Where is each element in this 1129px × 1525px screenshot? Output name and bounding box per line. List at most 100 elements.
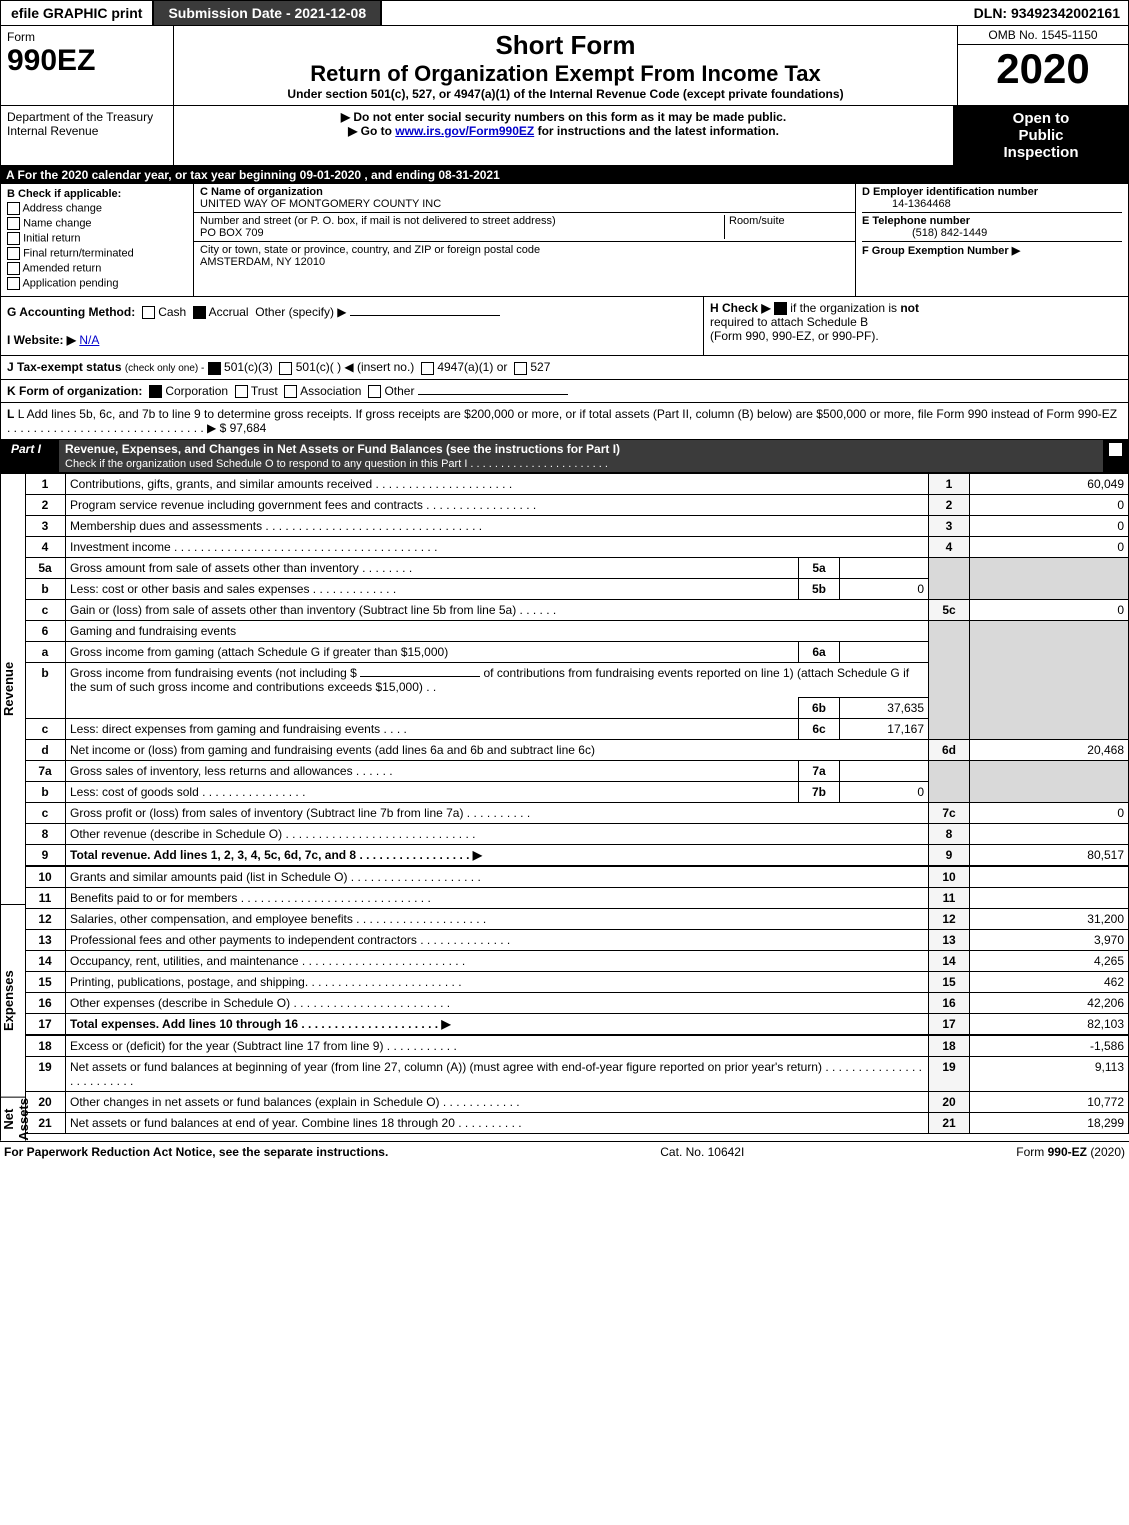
sub-amount: 17,167: [840, 718, 929, 739]
accrual-label: Accrual: [209, 305, 249, 319]
open-to: Open to: [956, 110, 1126, 127]
part-1-header: Part I Revenue, Expenses, and Changes in…: [0, 440, 1129, 473]
form-number: 990EZ: [7, 44, 167, 78]
line-numcol: 11: [929, 887, 970, 908]
j-501c3: 501(c)(3): [224, 360, 273, 374]
footer-form-ref: Form 990-EZ (2020): [1016, 1145, 1125, 1159]
short-form-title: Short Form: [180, 30, 951, 61]
sub-amount: [840, 557, 929, 578]
checkbox-icon[interactable]: [368, 385, 381, 398]
public: Public: [956, 127, 1126, 144]
grey-cell: [929, 620, 970, 739]
ein-value: 14-1364468: [862, 198, 951, 210]
line-desc: Net assets or fund balances at end of ye…: [66, 1112, 929, 1133]
k-form-org-row: K Form of organization: Corporation Trus…: [0, 380, 1129, 403]
contributions-input[interactable]: [360, 676, 480, 677]
check-label: Name change: [23, 217, 92, 229]
dln-label: DLN: 93492342002161: [974, 5, 1128, 21]
k-label: K Form of organization:: [7, 384, 142, 398]
check-amended-return[interactable]: Amended return: [7, 262, 187, 275]
checkbox-icon[interactable]: [421, 362, 434, 375]
k-assoc: Association: [300, 384, 361, 398]
top-bar-left: efile GRAPHIC print Submission Date - 20…: [1, 1, 382, 25]
line-numcol: 4: [929, 536, 970, 557]
instruction-ssn: ▶ Do not enter social security numbers o…: [180, 110, 947, 124]
addr-value: PO BOX 709: [200, 227, 264, 239]
part-1-checkbox[interactable]: [1103, 440, 1128, 472]
tel-value: (518) 842-1449: [862, 227, 987, 239]
sub-num: 5b: [799, 578, 840, 599]
h-text3: (Form 990, 990-EZ, or 990-PF).: [710, 329, 879, 343]
line-numcol: 19: [929, 1056, 970, 1091]
j-501c: 501(c)( ) ◀ (insert no.): [296, 360, 415, 374]
sub-num: 6b: [799, 697, 840, 718]
grey-cell: [929, 760, 970, 802]
department-label: Department of the Treasury Internal Reve…: [1, 106, 174, 165]
line-13: 13 Professional fees and other payments …: [25, 929, 1129, 950]
checkbox-icon: [7, 277, 20, 290]
footer-paperwork: For Paperwork Reduction Act Notice, see …: [4, 1145, 388, 1159]
check-name-change[interactable]: Name change: [7, 217, 187, 230]
check-label: Amended return: [22, 262, 101, 274]
l-gross-receipts-row: L L Add lines 5b, 6c, and 7b to line 9 t…: [0, 403, 1129, 440]
checkbox-icon[interactable]: [235, 385, 248, 398]
k-other-input[interactable]: [418, 394, 568, 395]
sub-num: 7b: [799, 781, 840, 802]
line-numcol: 12: [929, 908, 970, 929]
check-final-return[interactable]: Final return/terminated: [7, 247, 187, 260]
line-desc: Gaming and fundraising events: [66, 620, 929, 641]
line-20: 20 Other changes in net assets or fund b…: [25, 1091, 1129, 1112]
ein-row: D Employer identification number 14-1364…: [862, 186, 1122, 213]
submission-date-button[interactable]: Submission Date - 2021-12-08: [154, 1, 382, 25]
addr-label: Number and street (or P. O. box, if mail…: [200, 215, 556, 227]
check-label: Application pending: [22, 277, 118, 289]
line-numcol: 18: [929, 1035, 970, 1056]
line-numcol: 21: [929, 1112, 970, 1133]
line-10: 10 Grants and similar amounts paid (list…: [25, 866, 1129, 887]
org-name-label: C Name of organization: [200, 186, 323, 198]
checkbox-checked-icon[interactable]: [149, 385, 162, 398]
line-desc: Grants and similar amounts paid (list in…: [66, 866, 929, 887]
line-desc: Gross income from gaming (attach Schedul…: [66, 641, 799, 662]
line-desc: Professional fees and other payments to …: [66, 929, 929, 950]
check-address-change[interactable]: Address change: [7, 202, 187, 215]
section-a-tax-year: A For the 2020 calendar year, or tax yea…: [0, 166, 1129, 184]
city-label: City or town, state or province, country…: [200, 244, 540, 256]
line-amount: 462: [970, 971, 1129, 992]
checkbox-icon[interactable]: [514, 362, 527, 375]
checkbox-checked-icon[interactable]: [193, 306, 206, 319]
dept-irs: Internal Revenue: [7, 124, 167, 138]
efile-print-button[interactable]: efile GRAPHIC print: [1, 1, 154, 25]
line-amount: 31,200: [970, 908, 1129, 929]
check-initial-return[interactable]: Initial return: [7, 232, 187, 245]
line-desc: Gross profit or (loss) from sales of inv…: [66, 802, 929, 823]
check-application-pending[interactable]: Application pending: [7, 277, 187, 290]
k-other: Other: [384, 384, 414, 398]
line-desc: Salaries, other compensation, and employ…: [66, 908, 929, 929]
line-desc: Excess or (deficit) for the year (Subtra…: [66, 1035, 929, 1056]
other-specify-input[interactable]: [350, 315, 500, 316]
line-numcol: 20: [929, 1091, 970, 1112]
year-box: OMB No. 1545-1150 2020: [957, 26, 1128, 105]
irs-link[interactable]: www.irs.gov/Form990EZ: [395, 124, 534, 138]
col-b-header: B Check if applicable:: [7, 188, 121, 200]
line-amount: 0: [970, 802, 1129, 823]
checkbox-icon[interactable]: [284, 385, 297, 398]
line-numcol: 17: [929, 1013, 970, 1034]
page-footer: For Paperwork Reduction Act Notice, see …: [0, 1141, 1129, 1162]
footer-form-post: (2020): [1090, 1145, 1125, 1159]
website-link[interactable]: N/A: [79, 333, 99, 347]
grey-cell: [970, 557, 1129, 599]
line-desc: Gross amount from sale of assets other t…: [66, 557, 799, 578]
checkbox-checked-icon[interactable]: [208, 362, 221, 375]
checkbox-checked-icon[interactable]: [774, 302, 787, 315]
instruction-post: for instructions and the latest informat…: [538, 124, 779, 138]
checkbox-icon[interactable]: [279, 362, 292, 375]
line-numcol: 3: [929, 515, 970, 536]
g-accounting-method: G Accounting Method: Cash Accrual Other …: [1, 297, 703, 355]
checkbox-icon[interactable]: [142, 306, 155, 319]
line-numcol: 7c: [929, 802, 970, 823]
line-numcol: 6d: [929, 739, 970, 760]
line-amount: [970, 823, 1129, 844]
part-1-check-text: Check if the organization used Schedule …: [65, 458, 608, 470]
